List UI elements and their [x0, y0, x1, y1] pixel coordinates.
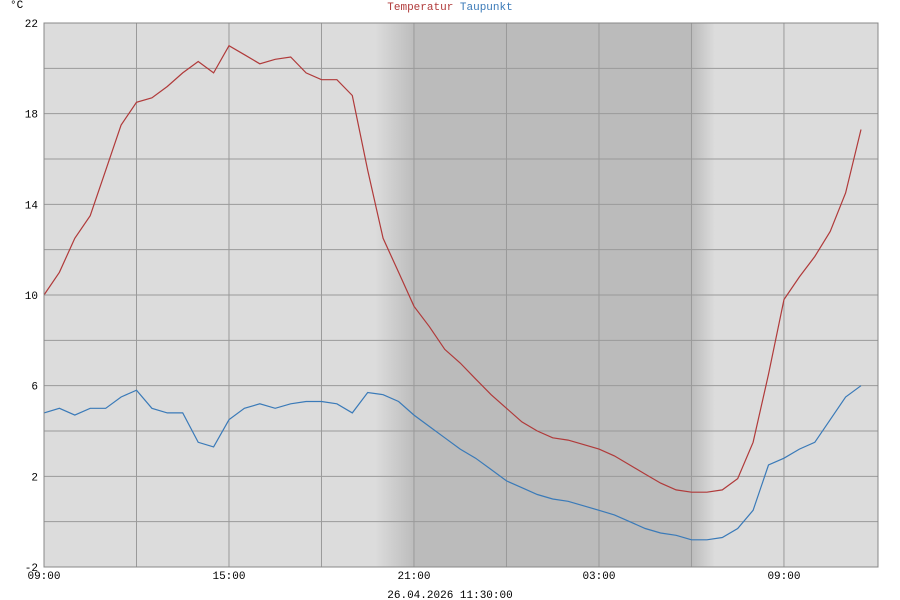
y-tick-label: -2	[25, 563, 38, 575]
timestamp: 26.04.2026 11:30:00	[387, 590, 512, 600]
legend-entry: Temperatur	[387, 2, 453, 14]
x-tick-label: 03:00	[582, 571, 615, 583]
legend-entry: Taupunkt	[460, 2, 513, 14]
x-tick-label: 21:00	[397, 571, 430, 583]
plot-frame	[43, 22, 879, 568]
x-tick-label: 09:00	[27, 571, 60, 583]
y-tick-label: 18	[25, 110, 38, 122]
y-tick-label: 6	[31, 382, 38, 394]
y-tick-label: 10	[25, 291, 38, 303]
legend: Temperatur Taupunkt	[387, 2, 512, 14]
x-tick-label: 15:00	[212, 571, 245, 583]
y-tick-label: 22	[25, 19, 38, 31]
y-axis-label: °C	[10, 0, 24, 12]
x-tick-label: 09:00	[767, 571, 800, 583]
y-tick-label: 2	[31, 472, 38, 484]
series-line	[43, 44, 862, 493]
series-line	[43, 385, 862, 541]
y-tick-label: 14	[25, 200, 39, 212]
